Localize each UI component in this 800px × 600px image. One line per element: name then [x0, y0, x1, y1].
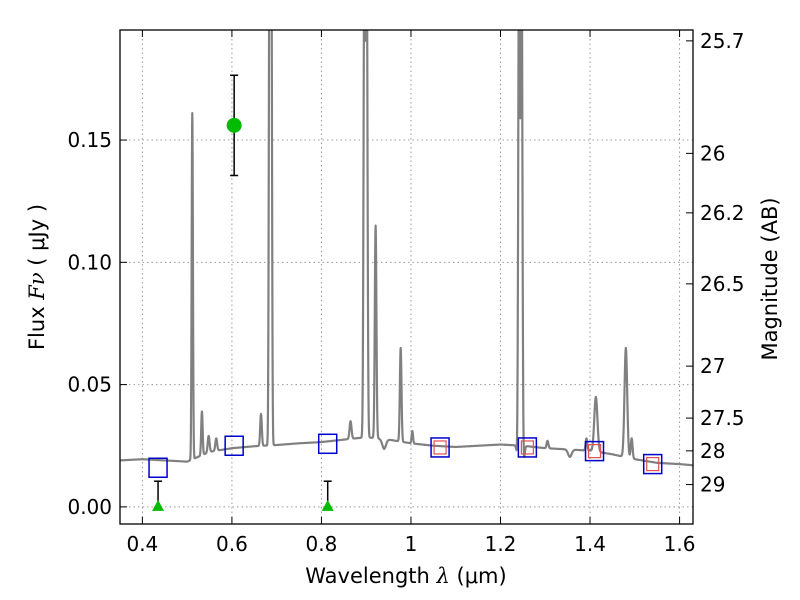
- x-tick-label: 1.4: [574, 532, 606, 556]
- x-tick-label: 0.6: [216, 532, 248, 556]
- model-photometry-point: [148, 457, 168, 479]
- model-photometry-inner: [646, 456, 660, 472]
- y-tick-label: 0.05: [67, 373, 112, 397]
- model-photometry-point: [317, 433, 338, 455]
- model-photometry-inner: [433, 440, 447, 455]
- x-tick-label: 1.2: [485, 532, 517, 556]
- y2-tick-label: 25.7: [700, 29, 745, 53]
- y2-axis-title: Magnitude (AB): [758, 197, 782, 360]
- plot-frame: [119, 29, 694, 525]
- model-photometry-point: [584, 440, 605, 462]
- x-tick-label: 1.6: [664, 532, 696, 556]
- model-photometry-inner: [520, 440, 534, 455]
- model-photometry-point: [224, 435, 244, 456]
- y2-tick-label: 26.5: [700, 272, 745, 296]
- y2-tick-label: 29: [700, 473, 725, 497]
- upper-limit-point: [152, 499, 165, 511]
- y2-tick-label: 26: [700, 141, 725, 165]
- y2-tick-label: 28: [700, 439, 725, 463]
- spectrum-line: [120, 30, 693, 467]
- y-tick-label: 0.15: [67, 128, 112, 152]
- model-photometry-point: [430, 437, 450, 458]
- upper-limit-point: [321, 499, 334, 511]
- y-tick-label: 0.10: [67, 250, 112, 274]
- x-tick-label: 0.4: [126, 532, 158, 556]
- x-tick-label: 1: [405, 532, 418, 556]
- detection-point: [226, 117, 242, 133]
- plot-area: [120, 30, 693, 511]
- x-tick-label: 0.8: [306, 532, 338, 556]
- grid-lines: [120, 30, 693, 524]
- axis-ticks: 0.4 0.6 0.8 1 1.2 1.4 1.6 0.00 0.05 0.10 0.15 25.7 2…: [67, 29, 744, 556]
- model-photometry-point: [642, 453, 663, 475]
- y-tick-label: 0.00: [67, 495, 112, 519]
- x-axis-title: Wavelength λ (μm): [305, 564, 506, 588]
- y2-tick-label: 26.2: [700, 201, 745, 225]
- y-axis-title: Flux Fν ( μJy ): [25, 204, 49, 350]
- y2-tick-label: 27.5: [700, 406, 745, 430]
- model-photometry-point: [517, 437, 538, 458]
- y2-tick-label: 27: [700, 354, 725, 378]
- model-photometry-inner: [587, 444, 602, 459]
